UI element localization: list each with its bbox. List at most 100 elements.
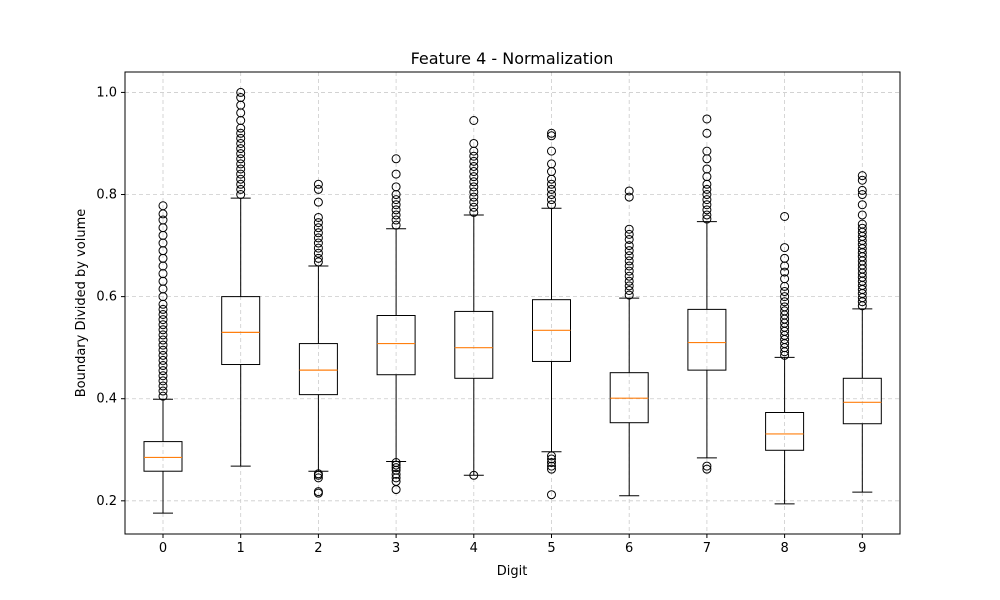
iqr-box [687, 308, 727, 371]
outlier-point [158, 376, 168, 386]
x-tick-label: 2 [314, 541, 322, 556]
outlier-point [624, 281, 634, 291]
outlier-point [857, 219, 867, 229]
outlier-point [158, 381, 168, 391]
box-digit-0 [143, 201, 183, 514]
boxes [143, 87, 882, 514]
outlier-point [158, 345, 168, 355]
outlier-point [158, 361, 168, 371]
iqr-box [376, 315, 416, 376]
outlier-point [780, 302, 790, 312]
outlier-point [236, 138, 246, 148]
outlier-point [158, 350, 168, 360]
box-digit-7 [687, 114, 727, 474]
outlier-point [236, 184, 246, 194]
box-digit-6 [609, 186, 649, 497]
outlier-point [469, 202, 479, 212]
outlier-point [236, 159, 246, 169]
iqr-box [143, 441, 183, 472]
outlier-point [702, 200, 712, 210]
plot-frame [124, 71, 901, 535]
outlier-point [857, 185, 867, 195]
outlier-point [547, 195, 556, 205]
outlier-point [702, 461, 712, 471]
outlier-point [547, 179, 556, 189]
outlier-point [702, 114, 712, 124]
outlier-point [158, 330, 168, 340]
outlier-point [547, 458, 556, 468]
outlier-point [158, 309, 168, 319]
outlier-point [547, 454, 556, 464]
outlier-point [624, 192, 634, 202]
y-axis-label: Boundary Divided by volume [74, 209, 89, 398]
outlier-point [158, 325, 168, 335]
outlier-point [313, 248, 323, 258]
outlier-point [236, 133, 246, 143]
outlier-point [547, 464, 556, 474]
outlier-point [391, 463, 401, 473]
outlier-point [158, 371, 168, 381]
outlier-point [391, 169, 401, 179]
outlier-point [236, 164, 246, 174]
outlier-point [313, 179, 323, 189]
outlier-point [391, 195, 401, 205]
outlier-point [624, 285, 634, 295]
outlier-point [857, 175, 867, 185]
outlier-point [158, 355, 168, 365]
iqr-box [298, 343, 338, 396]
outlier-point [158, 320, 168, 330]
outlier-point [313, 257, 323, 267]
outlier-point [313, 212, 323, 222]
x-tick-label: 9 [858, 541, 866, 556]
outlier-point [702, 210, 712, 220]
outlier-point [857, 171, 867, 181]
outlier-point [313, 223, 323, 233]
outlier-point [547, 200, 556, 210]
outlier-point [547, 190, 556, 200]
outlier-point [780, 267, 790, 277]
x-tick-label: 6 [625, 541, 633, 556]
chart-title: Feature 4 - Normalization [411, 49, 614, 68]
x-tick-label: 4 [470, 541, 478, 556]
outlier-point [158, 304, 168, 314]
outlier-point [469, 187, 479, 197]
outlier-point [702, 184, 712, 194]
box-digit-8 [765, 211, 805, 505]
outlier-point [158, 391, 168, 401]
outlier-point [702, 146, 712, 156]
outlier-point [624, 256, 634, 266]
outlier-point [391, 469, 401, 479]
outlier-point [624, 229, 634, 239]
outlier-point [469, 172, 479, 182]
outlier-point [158, 386, 168, 396]
outlier-point [624, 290, 634, 300]
box-digit-5 [532, 128, 571, 500]
outlier-point [391, 215, 401, 225]
box-digit-2 [298, 179, 338, 498]
outlier-point [391, 154, 401, 164]
outlier-point [158, 315, 168, 325]
outlier-point [236, 149, 246, 159]
box-digit-9 [842, 171, 882, 493]
outlier-point [624, 186, 634, 196]
outlier-point [624, 224, 634, 234]
outlier-point [313, 238, 323, 248]
outlier-point [547, 461, 556, 471]
outlier-point [158, 366, 168, 376]
outlier-point [780, 211, 790, 221]
ticks: 0.2 0.4 0.6 0.8 1.0 0 1 2 3 4 5 6 7 8 9 [96, 85, 866, 556]
iqr-box [842, 377, 882, 425]
outlier-point [702, 190, 712, 200]
outlier-point [469, 156, 479, 166]
outlier-point [547, 146, 556, 156]
outlier-point [469, 161, 479, 171]
outlier-point [313, 197, 323, 207]
outlier-point [547, 131, 556, 141]
outlier-point [236, 128, 246, 138]
outlier-point [391, 205, 401, 215]
outlier-point [780, 274, 790, 284]
outlier-point [780, 297, 790, 307]
outlier-point [547, 128, 556, 138]
outlier-point [313, 253, 323, 263]
x-axis-label: Digit [497, 564, 528, 579]
